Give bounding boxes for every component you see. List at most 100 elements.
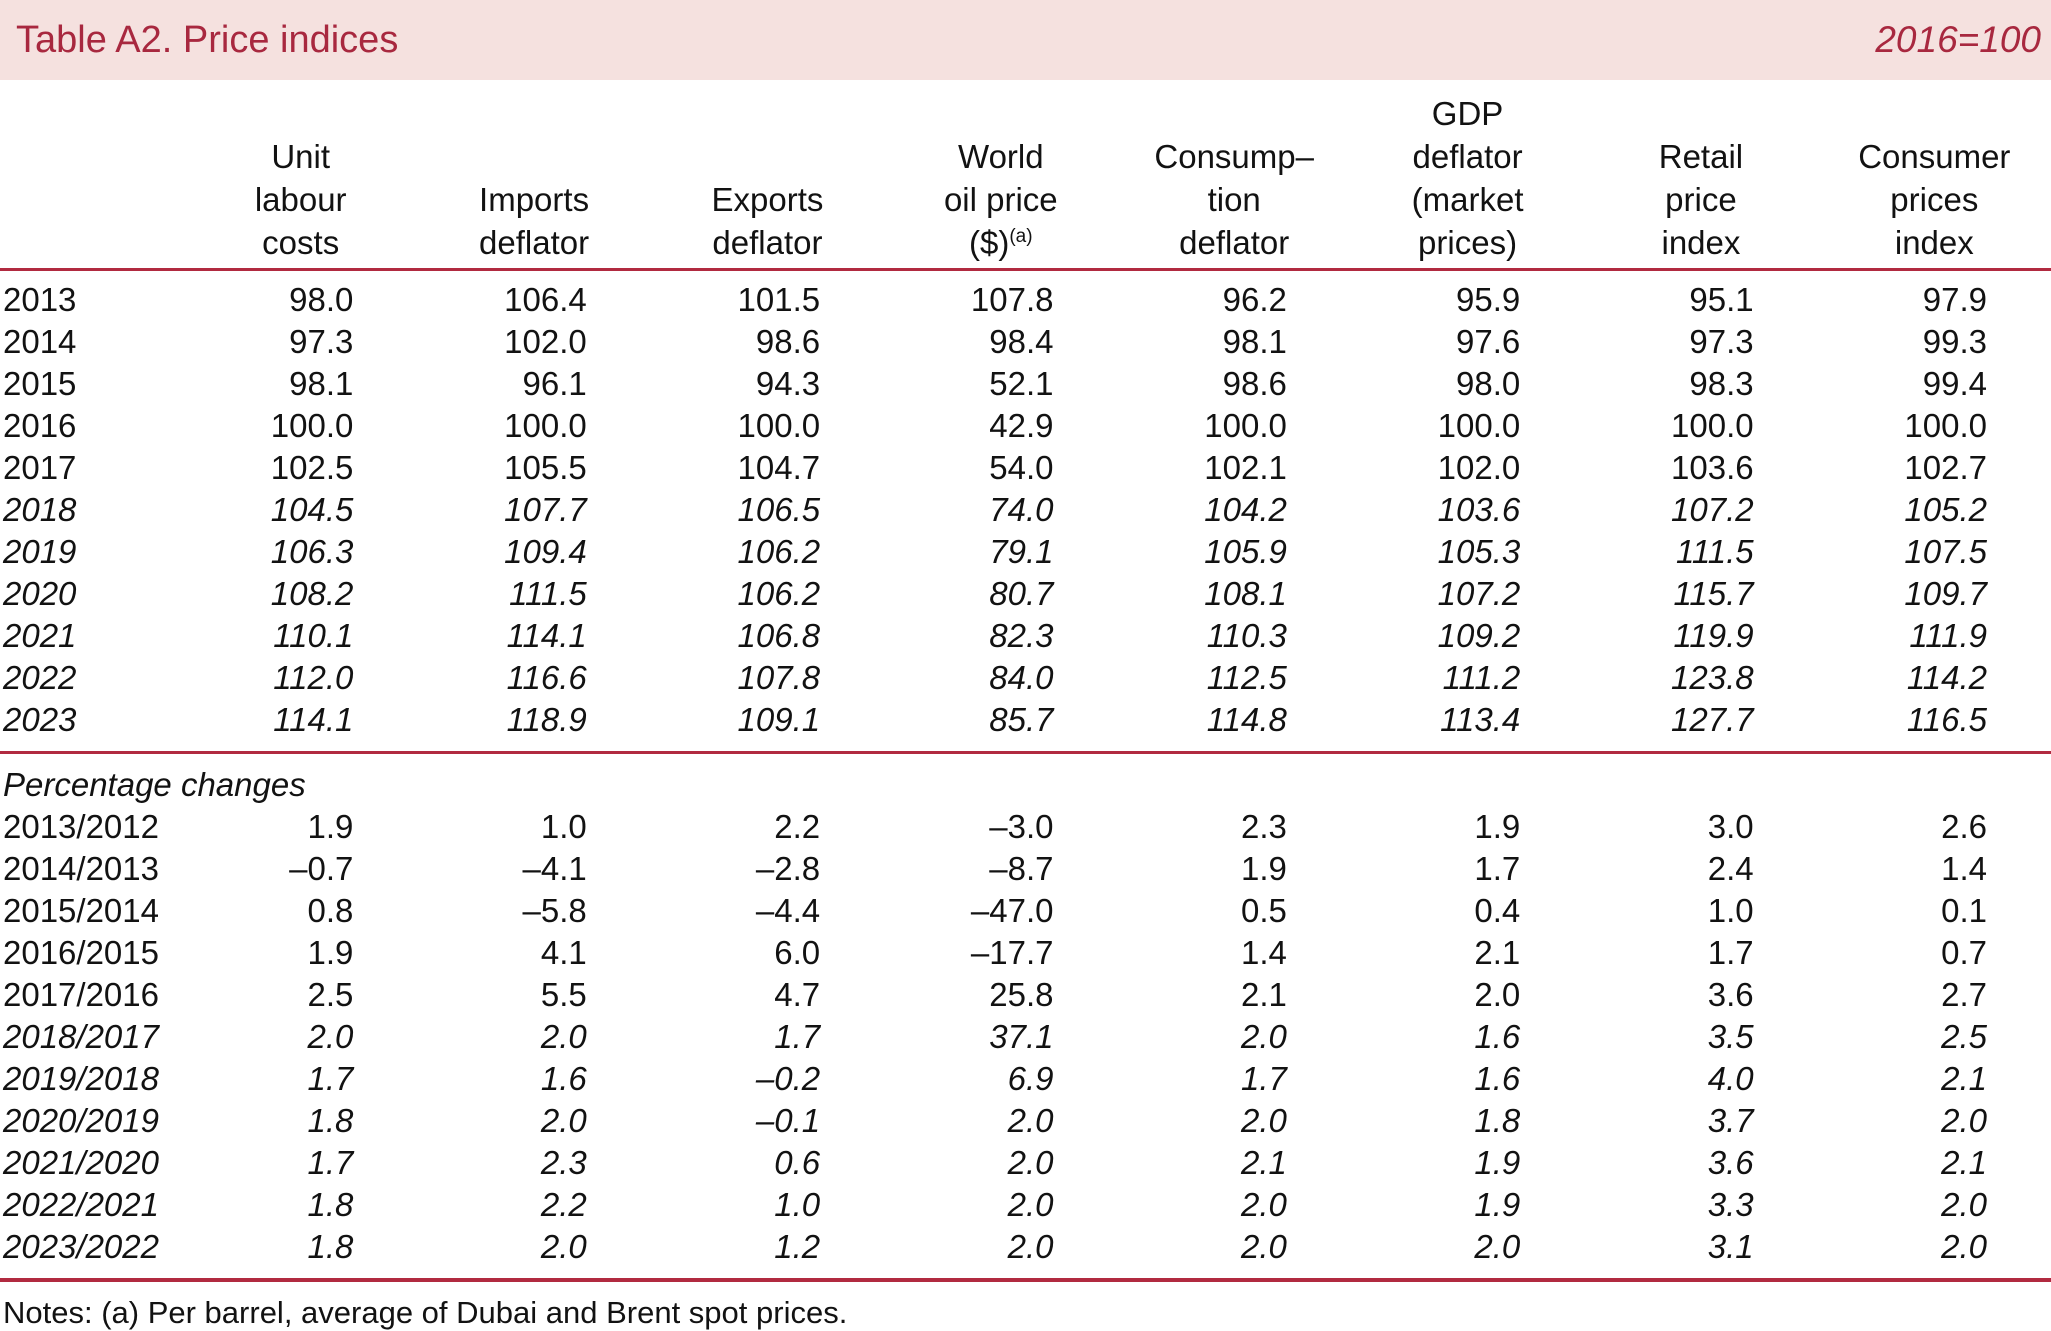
value-cell: –2.8 — [755, 850, 821, 887]
value-cell: 112.0 — [273, 659, 354, 696]
value-cell: 110.3 — [1206, 617, 1287, 654]
value-cell: 108.2 — [270, 575, 354, 612]
value-cell: 119.9 — [1673, 617, 1754, 654]
value-cell: 2.6 — [1941, 808, 1987, 845]
value-cell: 2.3 — [540, 1144, 587, 1181]
column-header-gdp-deflator: GDP deflator (market prices) — [1351, 80, 1584, 270]
percentage-change-row: 2021/2020 1.7 2.3 0.6 2.0 2.1 1.9 3.6 2.1 — [0, 1142, 2051, 1184]
value-cell: 127.7 — [1671, 701, 1754, 738]
value-cell: 3.3 — [1707, 1186, 1754, 1223]
value-cell: 80.7 — [989, 575, 1054, 612]
row-label: 2023/2022 — [3, 1228, 159, 1265]
value-cell: 98.0 — [289, 281, 354, 318]
price-indices-table: Unit labour costs Imports deflator Exports… — [0, 80, 2051, 1282]
value-cell: 98.4 — [989, 323, 1054, 360]
value-cell: 114.1 — [506, 617, 587, 654]
value-cell: 105.5 — [504, 449, 587, 486]
value-cell: 2.0 — [307, 1018, 354, 1055]
value-cell: –8.7 — [989, 850, 1054, 887]
value-cell: 100.0 — [737, 407, 821, 444]
value-cell: 2.7 — [1941, 976, 1987, 1013]
value-cell: 105.9 — [1204, 533, 1287, 570]
value-cell: 107.5 — [1904, 533, 1987, 570]
value-cell: 1.9 — [1241, 850, 1287, 887]
column-header-label: GDP deflator (market prices) — [1411, 95, 1524, 261]
value-cell: 98.0 — [1456, 365, 1521, 402]
value-cell: 106.2 — [737, 533, 821, 570]
value-cell: 2.0 — [1241, 1186, 1287, 1223]
value-cell: –4.1 — [522, 850, 587, 887]
value-cell: 94.3 — [755, 365, 821, 402]
value-cell: 97.9 — [1922, 281, 1987, 318]
value-cell: –0.1 — [755, 1102, 821, 1139]
value-cell: 108.1 — [1204, 575, 1287, 612]
column-header-label: Consumer prices index — [1858, 138, 2011, 261]
value-cell: 96.2 — [1222, 281, 1287, 318]
value-cell: 1.8 — [307, 1228, 354, 1265]
value-cell: 111.5 — [1675, 533, 1754, 570]
value-cell: 2.2 — [774, 808, 821, 845]
value-cell: 98.6 — [1222, 365, 1287, 402]
value-cell: 2.0 — [1474, 976, 1521, 1013]
value-cell: 100.0 — [1204, 407, 1287, 444]
value-cell: 114.2 — [1906, 659, 1987, 696]
row-label: 2023 — [3, 701, 77, 738]
value-cell: 96.1 — [522, 365, 587, 402]
row-label: 2016/2015 — [3, 934, 159, 971]
value-cell: 2.0 — [1241, 1018, 1287, 1055]
table-header: Unit labour costs Imports deflator Exports… — [0, 80, 2051, 270]
row-label: 2018/2017 — [3, 1018, 159, 1055]
row-label: 2022/2021 — [3, 1186, 159, 1223]
value-cell: 2.1 — [1941, 1144, 1987, 1181]
value-cell: 105.3 — [1437, 533, 1521, 570]
value-cell: 2.1 — [1474, 934, 1521, 971]
column-header-imports-deflator: Imports deflator — [417, 80, 650, 270]
value-cell: 97.3 — [289, 323, 354, 360]
value-cell: 109.2 — [1437, 617, 1521, 654]
value-cell: –0.7 — [289, 850, 354, 887]
value-cell: 95.9 — [1456, 281, 1521, 318]
value-cell: 100.0 — [270, 407, 354, 444]
index-row: 2023 114.1 118.9 109.1 85.7 114.8 113.4 127.7 11… — [0, 699, 2051, 753]
value-cell: 54.0 — [989, 449, 1054, 486]
value-cell: 1.0 — [774, 1186, 821, 1223]
value-cell: 0.4 — [1474, 892, 1521, 929]
value-cell: 107.7 — [504, 491, 587, 528]
value-cell: 1.7 — [1707, 934, 1754, 971]
column-header-retail-price-index: Retail price index — [1584, 80, 1817, 270]
value-cell: 1.0 — [1707, 892, 1754, 929]
value-cell: 107.8 — [970, 281, 1054, 318]
row-label: 2014/2013 — [3, 850, 159, 887]
value-cell: 115.7 — [1673, 575, 1754, 612]
value-cell: 1.7 — [1241, 1060, 1287, 1097]
value-cell: 2.0 — [1941, 1102, 1987, 1139]
value-cell: 100.0 — [1671, 407, 1754, 444]
value-cell: 1.9 — [1474, 1186, 1521, 1223]
value-cell: 2.0 — [540, 1228, 587, 1265]
row-label: 2020/2019 — [3, 1102, 159, 1139]
value-cell: 1.6 — [1474, 1018, 1521, 1055]
index-row: 2020 108.2 111.5 106.2 80.7 108.1 107.2 115.7 10… — [0, 573, 2051, 615]
percentage-change-row: 2013/2012 1.9 1.0 2.2 –3.0 2.3 1.9 3.0 2.6 — [0, 806, 2051, 848]
value-cell: 82.3 — [989, 617, 1054, 654]
value-cell: 3.1 — [1707, 1228, 1754, 1265]
value-cell: 98.1 — [289, 365, 354, 402]
value-cell: 102.0 — [1437, 449, 1521, 486]
value-cell: 111.9 — [1909, 617, 1987, 654]
column-header-label: Imports deflator — [479, 181, 590, 261]
table-title-band: Table A2. Price indices 2016=100 — [0, 0, 2051, 80]
value-cell: 3.5 — [1707, 1018, 1754, 1055]
value-cell: 1.9 — [307, 934, 354, 971]
value-cell: 2.0 — [1941, 1186, 1987, 1223]
value-cell: 4.7 — [774, 976, 821, 1013]
index-row: 2014 97.3 102.0 98.6 98.4 98.1 97.6 97.3 99.3 — [0, 321, 2051, 363]
row-label: 2021/2020 — [3, 1144, 159, 1181]
percentage-change-row: 2018/2017 2.0 2.0 1.7 37.1 2.0 1.6 3.5 2.5 — [0, 1016, 2051, 1058]
value-cell: 1.9 — [1474, 808, 1521, 845]
percentage-change-row: 2015/2014 0.8 –5.8 –4.4 –47.0 0.5 0.4 1.0 0.1 — [0, 890, 2051, 932]
value-cell: 111.2 — [1442, 659, 1521, 696]
value-cell: 1.8 — [1474, 1102, 1521, 1139]
value-cell: 112.5 — [1206, 659, 1287, 696]
value-cell: 97.3 — [1689, 323, 1754, 360]
value-cell: 107.8 — [737, 659, 821, 696]
